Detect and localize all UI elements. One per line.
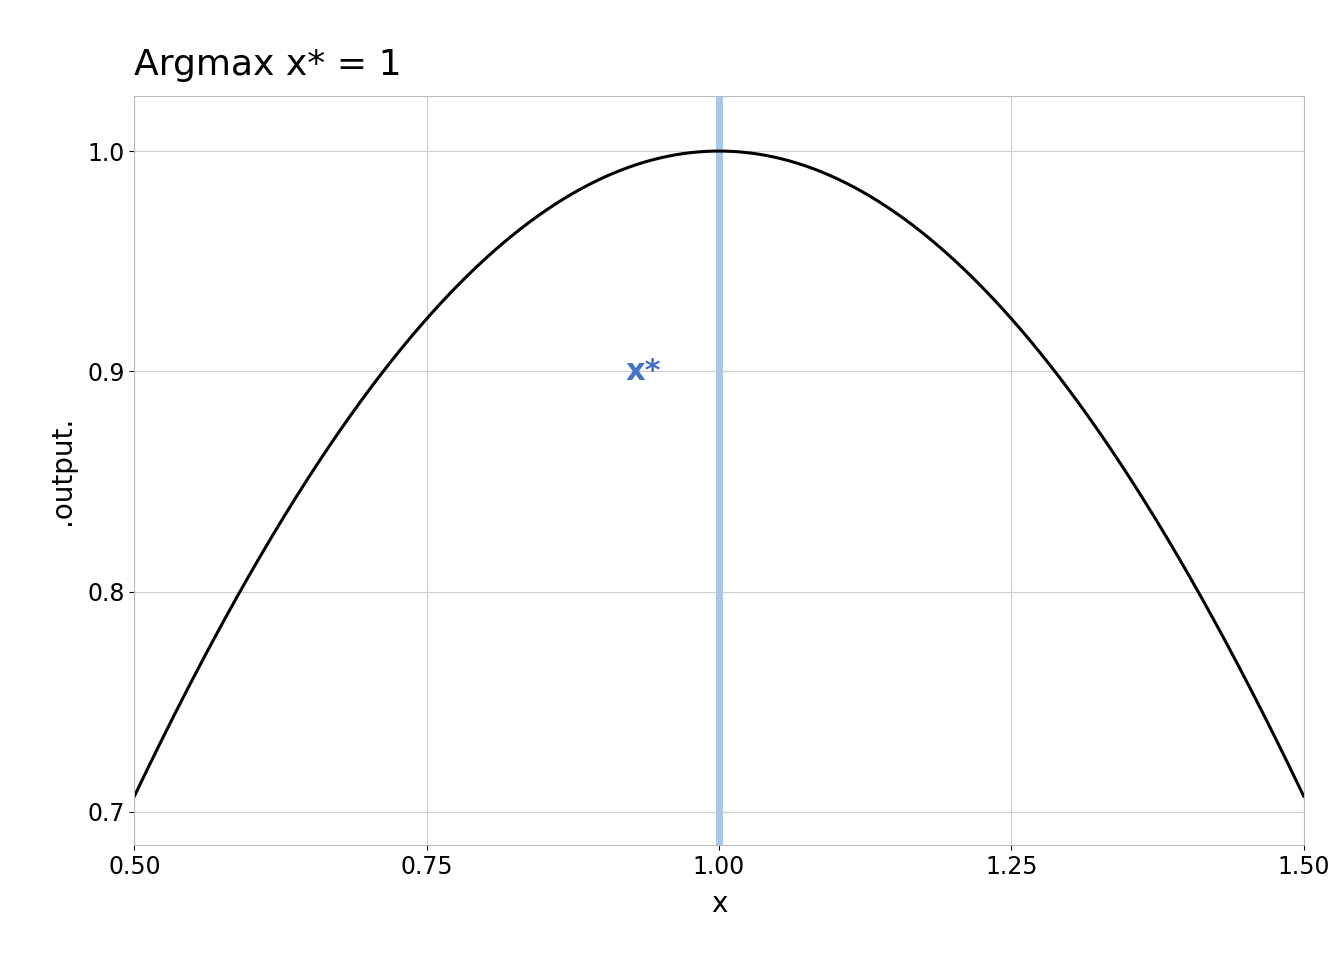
X-axis label: x: x	[711, 890, 727, 918]
Text: Argmax x* = 1: Argmax x* = 1	[134, 48, 402, 83]
Text: x*: x*	[625, 357, 661, 386]
Y-axis label: .output.: .output.	[48, 416, 77, 525]
